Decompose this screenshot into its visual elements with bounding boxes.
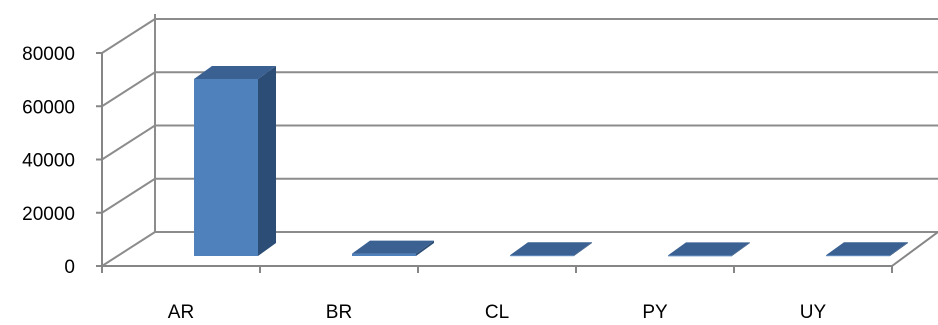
bar-front	[510, 255, 574, 257]
side-gridline	[101, 71, 156, 108]
side-gridline	[101, 231, 156, 267]
x-tick-label: BR	[326, 302, 352, 323]
bar-front	[668, 255, 732, 257]
bar-ar	[194, 65, 276, 256]
bar-py	[668, 242, 750, 257]
bar-side	[890, 242, 908, 256]
bar-top	[668, 242, 750, 256]
bar-top	[194, 65, 276, 79]
bar-top	[510, 242, 592, 256]
bar-side	[732, 242, 750, 256]
y-tick-label: 0	[64, 257, 75, 278]
x-tick-label: AR	[168, 302, 194, 323]
bar-uy	[826, 242, 908, 257]
y-tick-label: 20000	[22, 204, 75, 225]
x-tick-label: CL	[485, 302, 509, 323]
y-tick-label: 60000	[22, 97, 75, 118]
bar-front	[826, 255, 890, 257]
axes	[96, 52, 938, 273]
bar-br	[352, 240, 434, 256]
x-tick-label: UY	[800, 302, 827, 323]
side-gridline	[101, 177, 156, 214]
y-tick-label: 40000	[22, 151, 75, 172]
bars	[194, 65, 908, 257]
bar-cl	[510, 242, 592, 257]
bar-front	[352, 253, 416, 256]
bar-top	[826, 242, 908, 256]
x-tick-label: PY	[642, 302, 668, 323]
y-tick-label: 80000	[22, 44, 75, 65]
gridlines	[101, 14, 938, 267]
bar-front	[194, 78, 258, 256]
bar-top	[352, 240, 434, 254]
floor-right-edge	[891, 231, 938, 267]
bar-side	[416, 240, 434, 256]
side-gridline	[101, 18, 156, 54]
tick-labels: 0 20000 40000 60000 80000 AR BR CL PY UY	[22, 44, 826, 323]
side-gridline	[101, 124, 156, 161]
bar-side	[258, 65, 276, 256]
bar-side	[574, 242, 592, 256]
